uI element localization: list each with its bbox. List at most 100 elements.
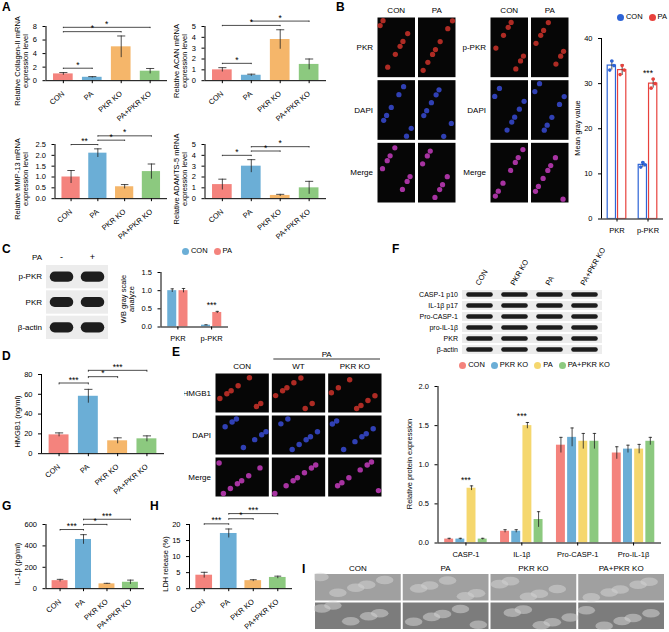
- svg-text:400: 400: [24, 541, 37, 550]
- svg-text:CON: CON: [188, 597, 207, 615]
- svg-text:PA+PKR KO: PA+PKR KO: [112, 462, 150, 496]
- svg-text:PA+PKR KO: PA+PKR KO: [578, 246, 607, 287]
- svg-text:PKR KO: PKR KO: [93, 462, 121, 487]
- svg-text:CON: CON: [387, 6, 405, 15]
- svg-text:5: 5: [176, 568, 180, 577]
- svg-text:***: ***: [102, 511, 113, 521]
- svg-text:**: **: [81, 136, 88, 146]
- svg-text:PKR: PKR: [609, 226, 625, 235]
- svg-text:p-PKR: p-PKR: [462, 43, 486, 52]
- svg-text:-: -: [60, 252, 63, 262]
- svg-text:1.0: 1.0: [419, 460, 429, 469]
- svg-text:1: 1: [192, 65, 196, 74]
- svg-text:2.5: 2.5: [36, 140, 46, 149]
- svg-text:CON: CON: [233, 362, 251, 371]
- svg-text:Relative Collagen-II mRNAexpre: Relative Collagen-II mRNAexpression leve…: [13, 16, 31, 106]
- svg-text:2: 2: [33, 63, 37, 72]
- svg-text:PA+PKR KO: PA+PKR KO: [115, 89, 153, 123]
- svg-text:0.5: 0.5: [142, 304, 152, 313]
- svg-text:*: *: [250, 17, 254, 27]
- svg-text:+: +: [90, 252, 95, 262]
- svg-text:5: 5: [192, 22, 196, 31]
- svg-text:CON: CON: [43, 462, 62, 480]
- svg-text:PKR KO: PKR KO: [340, 362, 370, 371]
- svg-text:4: 4: [33, 49, 37, 58]
- svg-text:p-PKR: p-PKR: [637, 226, 660, 235]
- svg-text:PA: PA: [241, 207, 254, 220]
- svg-text:CON: CON: [349, 564, 367, 573]
- svg-text:***: ***: [69, 375, 80, 385]
- svg-text:0.5: 0.5: [36, 183, 46, 192]
- svg-text:DAPI: DAPI: [192, 431, 211, 440]
- svg-text:***: ***: [207, 300, 218, 310]
- svg-text:1: 1: [192, 183, 196, 192]
- svg-text:Relative ADAMTS-5 mRNAexpressi: Relative ADAMTS-5 mRNAexpression level: [172, 134, 190, 225]
- svg-text:pro-IL-1β: pro-IL-1β: [429, 324, 458, 332]
- svg-text:1.5: 1.5: [36, 162, 46, 171]
- svg-text:PKR: PKR: [170, 334, 186, 343]
- svg-text:Pro-IL-1β: Pro-IL-1β: [618, 550, 650, 559]
- svg-text:0: 0: [192, 194, 196, 203]
- svg-text:80: 80: [24, 370, 32, 379]
- svg-text:PKR: PKR: [357, 43, 374, 52]
- svg-text:***: ***: [461, 475, 472, 485]
- svg-text:PA: PA: [219, 597, 232, 610]
- svg-text:PKR KO: PKR KO: [518, 564, 548, 573]
- svg-text:***: ***: [248, 505, 259, 515]
- svg-text:*: *: [91, 23, 95, 33]
- svg-text:2: 2: [192, 172, 196, 181]
- svg-text:*: *: [235, 55, 239, 65]
- svg-text:PA: PA: [441, 564, 452, 573]
- svg-text:CON: CON: [48, 89, 67, 107]
- svg-text:0.5: 0.5: [419, 499, 429, 508]
- svg-text:Relative MMP-13 mRNAexpression: Relative MMP-13 mRNAexpression level: [13, 138, 31, 220]
- svg-text:IL-1β: IL-1β: [513, 550, 531, 559]
- svg-text:CON: CON: [44, 597, 63, 615]
- svg-text:60: 60: [24, 390, 32, 399]
- svg-text:p-PKR: p-PKR: [201, 334, 224, 343]
- svg-text:***: ***: [113, 362, 124, 372]
- svg-text:600: 600: [24, 520, 37, 529]
- svg-text:Mean gray value: Mean gray value: [573, 100, 582, 155]
- svg-text:0.0: 0.0: [142, 322, 152, 331]
- svg-text:8: 8: [33, 22, 37, 31]
- svg-text:PA: PA: [82, 89, 95, 102]
- svg-text:Merge: Merge: [350, 168, 373, 177]
- svg-text:*: *: [110, 132, 114, 142]
- svg-text:3: 3: [192, 44, 196, 53]
- svg-text:***: ***: [67, 521, 78, 531]
- svg-text:1.0: 1.0: [142, 286, 152, 295]
- svg-text:CON: CON: [473, 268, 489, 287]
- svg-text:CON: CON: [500, 6, 518, 15]
- svg-text:CASP-1 p10: CASP-1 p10: [419, 291, 458, 299]
- svg-text:HMGB1 (ng/ml): HMGB1 (ng/ml): [13, 395, 22, 448]
- svg-text:2.0: 2.0: [419, 382, 429, 391]
- svg-text:PA+PKR KO: PA+PKR KO: [243, 597, 281, 631]
- svg-text:*: *: [235, 147, 239, 157]
- svg-text:20: 20: [24, 429, 32, 438]
- svg-text:Pro-CASP-1: Pro-CASP-1: [557, 550, 598, 559]
- svg-text:20: 20: [584, 124, 592, 133]
- svg-text:0.0: 0.0: [419, 538, 429, 547]
- svg-text:*: *: [123, 127, 127, 137]
- svg-text:WB gray scaleanalyze: WB gray scaleanalyze: [119, 275, 137, 323]
- svg-text:4: 4: [192, 151, 196, 160]
- svg-text:CASP-1: CASP-1: [452, 550, 479, 559]
- svg-text:PA: PA: [88, 207, 101, 220]
- svg-text:*: *: [279, 138, 283, 148]
- svg-text:PA+PKR KO: PA+PKR KO: [274, 89, 312, 123]
- svg-text:***: ***: [517, 411, 528, 421]
- svg-text:5: 5: [192, 140, 196, 149]
- svg-text:Relative ACAN mRNAexpression l: Relative ACAN mRNAexpression level: [172, 24, 190, 98]
- svg-text:*: *: [264, 143, 268, 153]
- svg-text:DAPI: DAPI: [467, 106, 486, 115]
- svg-text:PA+PKR KO: PA+PKR KO: [599, 564, 644, 573]
- svg-text:WT: WT: [292, 362, 305, 371]
- svg-text:CON: CON: [207, 89, 226, 107]
- svg-text:0: 0: [588, 214, 592, 223]
- svg-text:4: 4: [192, 33, 196, 42]
- svg-text:6: 6: [33, 35, 37, 44]
- svg-text:DAPI: DAPI: [354, 106, 373, 115]
- svg-text:2.0: 2.0: [36, 151, 46, 160]
- svg-text:PA: PA: [545, 6, 556, 15]
